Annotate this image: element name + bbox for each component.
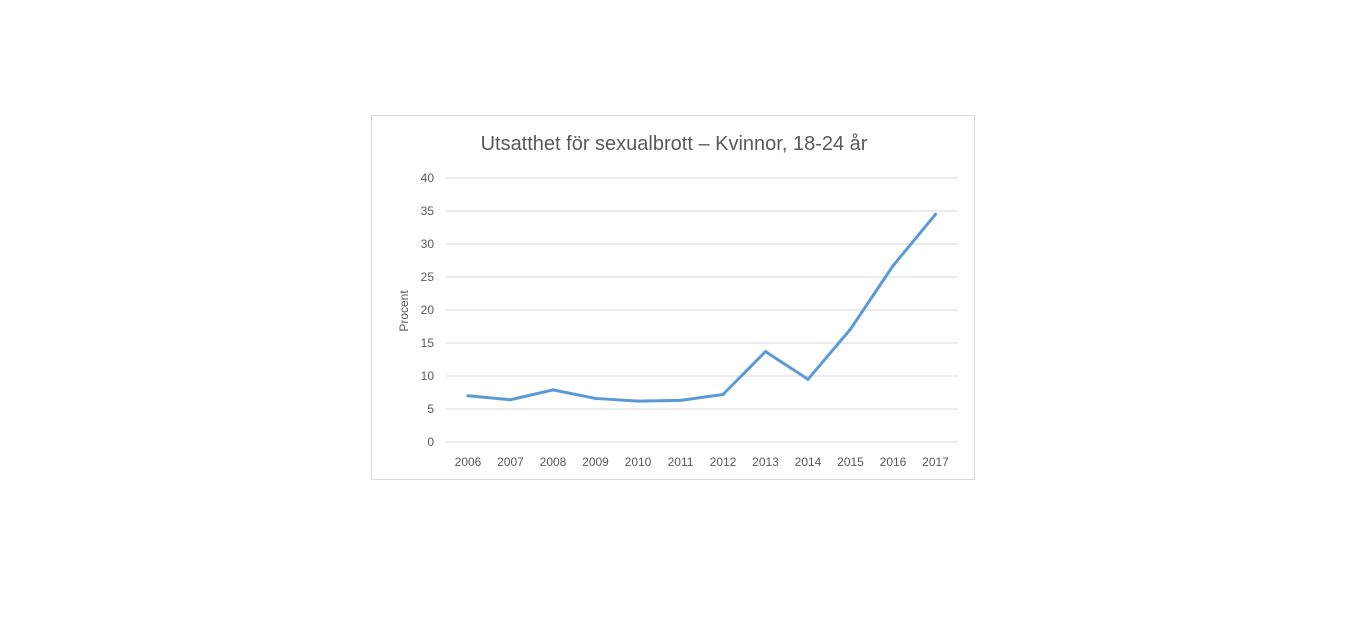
y-tick-label: 10	[421, 369, 435, 383]
data-point-2007	[509, 398, 512, 402]
x-tick-label: 2017	[922, 455, 949, 469]
data-point-2017	[934, 212, 937, 216]
data-point-2010	[636, 399, 640, 403]
x-tick-label: 2016	[880, 455, 907, 469]
y-tick-label: 20	[421, 303, 435, 317]
line-chart: Utsatthet för sexualbrott – Kvinnor, 18-…	[397, 133, 958, 469]
chart-title: Utsatthet för sexualbrott – Kvinnor, 18-…	[481, 133, 868, 155]
chart-container: Utsatthet för sexualbrott – Kvinnor, 18-…	[371, 115, 975, 480]
x-tick-label: 2009	[582, 455, 609, 469]
x-tick-label: 2010	[625, 455, 652, 469]
x-tick-label: 2011	[668, 455, 694, 469]
data-point-2015	[849, 327, 852, 331]
x-tick-label: 2012	[710, 455, 737, 469]
data-point-2016	[891, 264, 895, 268]
y-tick-label: 40	[421, 171, 435, 185]
x-tick-label: 2015	[837, 455, 864, 469]
x-tick-label: 2014	[795, 455, 822, 469]
data-point-2006	[466, 394, 470, 398]
y-axis-label: Procent	[397, 290, 411, 332]
x-tick-label: 2007	[497, 455, 524, 469]
x-tick-label: 2008	[540, 455, 567, 469]
y-tick-label: 15	[421, 336, 435, 350]
data-point-2012	[721, 392, 725, 396]
y-tick-label: 0	[427, 435, 434, 449]
data-point-2014	[806, 377, 810, 381]
data-point-2008	[551, 388, 555, 392]
y-tick-label: 30	[421, 237, 435, 251]
data-point-2009	[594, 396, 597, 400]
y-tick-label: 25	[421, 270, 435, 284]
data-point-2011	[679, 398, 682, 402]
y-tick-label: 35	[421, 204, 435, 218]
series-line	[466, 212, 937, 403]
x-tick-label: 2013	[752, 455, 779, 469]
x-tick-label: 2006	[455, 455, 482, 469]
data-point-2013	[764, 350, 767, 354]
y-tick-label: 5	[427, 402, 434, 416]
